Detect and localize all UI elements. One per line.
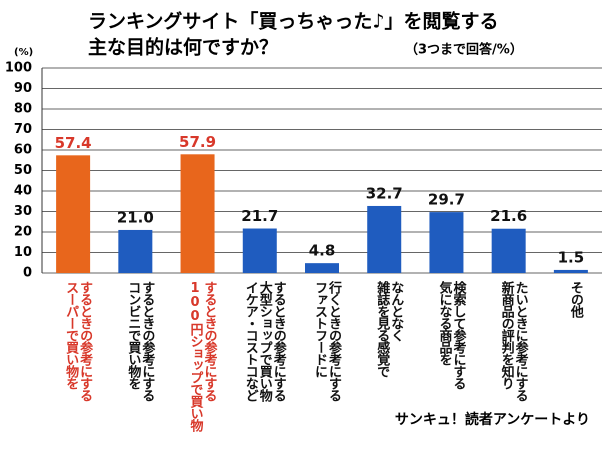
bar (491, 228, 526, 273)
x-tick-label: イケア・コストコなど 大型ショップで買い物 するときの参考にする (242, 281, 286, 401)
value-label: 21.7 (241, 207, 278, 225)
y-tick-label: 10 (14, 245, 32, 260)
value-label: 1.5 (558, 248, 585, 266)
bar (56, 155, 91, 273)
x-tick-label: 気になる商品を 検索して参考にする (436, 281, 466, 389)
bar (305, 263, 339, 273)
y-tick-label: 20 (14, 225, 32, 240)
value-label: 57.4 (55, 134, 92, 152)
chart-title: ランキングサイト「買っちゃった♪」を閲覧する (88, 10, 499, 33)
bar (242, 228, 277, 273)
bar (180, 154, 215, 273)
x-tick-label: ファストフードに 行くときの参考にする (312, 281, 341, 401)
value-label: 21.0 (117, 208, 154, 226)
y-tick-label: 60 (14, 143, 32, 158)
x-tick-label: コンビニで買い物を するときの参考にする (125, 281, 155, 401)
y-tick-label: 0 (23, 266, 32, 281)
value-label: 4.8 (309, 242, 336, 260)
bar (429, 212, 464, 273)
bar (367, 205, 402, 273)
y-tick-label: 90 (14, 81, 32, 96)
x-tick-label: 100円ショップで買い物 するときの参考にする (187, 281, 217, 431)
x-tick-label: 新商品の評判を知り たいときに参考にする (498, 281, 528, 401)
subtitle: （3つまで回答/%） (405, 42, 523, 58)
y-tick-label: 80 (14, 102, 32, 117)
y-tick-label: 70 (14, 122, 32, 137)
source: サンキュ！読者アンケートより (395, 411, 590, 428)
y-tick-label: 40 (14, 184, 32, 199)
value-label: 57.9 (179, 133, 216, 151)
bar (118, 229, 153, 273)
chart-title-line2: 主な目的は何ですか？ (88, 36, 278, 59)
x-tick-label: スーパーで買い物を するときの参考にする (63, 281, 93, 401)
x-tick-label: 雑誌を見る感覚で なんとなく (374, 281, 404, 377)
value-label: 21.6 (490, 207, 527, 225)
y-unit: (%) (14, 47, 33, 58)
value-label: 32.7 (366, 184, 403, 202)
y-tick-label: 50 (14, 163, 32, 178)
value-label: 29.7 (428, 191, 465, 209)
bar (553, 269, 588, 273)
y-tick-label: 100 (5, 61, 32, 76)
y-tick-label: 30 (14, 204, 32, 219)
x-tick-label: その他 (567, 281, 583, 317)
